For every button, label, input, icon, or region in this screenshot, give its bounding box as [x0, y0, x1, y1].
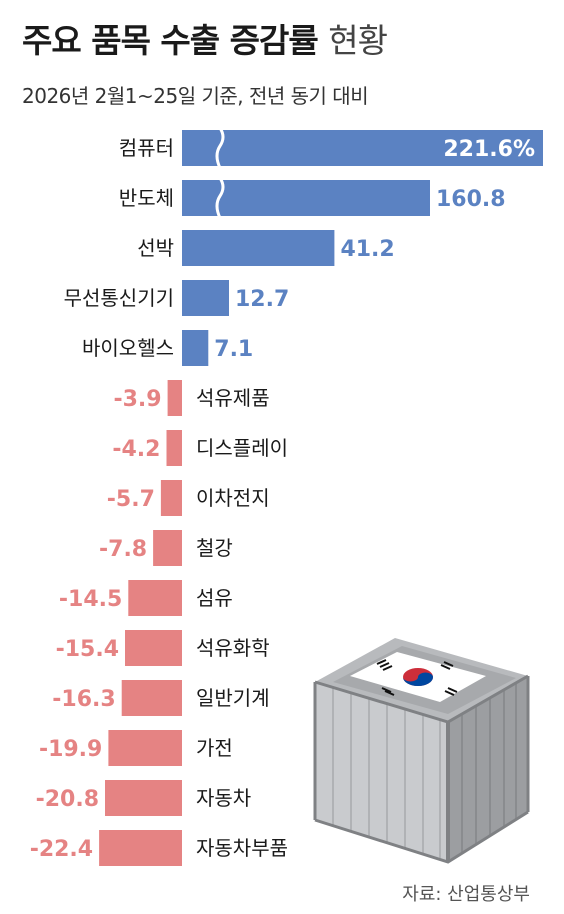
bar-일반기계 — [121, 680, 182, 716]
value-label: -15.4 — [56, 637, 119, 662]
value-label: -3.9 — [113, 387, 161, 412]
bars-group: 컴퓨터 221.6% 반도체 160.8 선박 41.2 무선통신기기 12.7 바이오헬스 7.… — [30, 127, 543, 866]
chart-title: 주요 품목 수출 증감률 현황 — [22, 20, 388, 62]
category-label: 섬유 — [196, 586, 233, 610]
category-label: 디스플레이 — [196, 436, 288, 460]
source-note: 자료: 산업통상부 — [402, 884, 530, 905]
category-label: 일반기계 — [196, 686, 270, 710]
value-label: -22.4 — [30, 837, 93, 862]
category-label: 바이오헬스 — [82, 336, 174, 360]
value-label: -4.2 — [112, 437, 160, 462]
category-label: 가전 — [196, 736, 233, 760]
title-suffix: 현황 — [328, 21, 388, 60]
value-label: -14.5 — [59, 587, 122, 612]
bar-컴퓨터 — [182, 130, 543, 166]
category-label: 석유화학 — [196, 636, 270, 660]
bar-섬유 — [128, 580, 182, 616]
category-label: 자동차부품 — [196, 836, 288, 860]
title-main: 주요 품목 수출 증감률 — [22, 21, 319, 60]
category-label: 무선통신기기 — [64, 286, 174, 310]
chart-subtitle: 2026년 2월1~25일 기준, 전년 동기 대비 — [22, 84, 369, 108]
category-label: 컴퓨터 — [119, 136, 174, 160]
value-label: 41.2 — [340, 237, 394, 262]
bar-철강 — [153, 530, 182, 566]
axis-break-mark — [215, 127, 225, 169]
value-label: -7.8 — [99, 537, 147, 562]
category-label: 선박 — [137, 236, 174, 260]
bar-바이오헬스 — [182, 330, 209, 366]
bar-석유제품 — [167, 380, 182, 416]
bar-자동차 — [105, 780, 182, 816]
bar-가전 — [108, 730, 182, 766]
bar-선박 — [182, 230, 335, 266]
category-label: 반도체 — [119, 186, 174, 210]
value-label: 160.8 — [436, 187, 506, 212]
category-label: 자동차 — [196, 786, 251, 810]
value-label: -16.3 — [52, 687, 115, 712]
value-label: 12.7 — [235, 287, 289, 312]
value-label: 221.6% — [443, 137, 535, 162]
bar-자동차부품 — [99, 830, 182, 866]
category-label: 이차전지 — [196, 486, 270, 510]
bar-석유화학 — [125, 630, 182, 666]
value-label: 7.1 — [214, 337, 253, 362]
category-label: 석유제품 — [196, 386, 270, 410]
bar-무선통신기기 — [182, 280, 229, 316]
value-label: -20.8 — [36, 787, 99, 812]
value-label: -5.7 — [107, 487, 155, 512]
bar-디스플레이 — [166, 430, 182, 466]
category-label: 철강 — [196, 536, 233, 560]
shipping-container-korean-flag-icon — [313, 638, 530, 864]
bar-이차전지 — [160, 480, 182, 516]
value-label: -19.9 — [39, 737, 102, 762]
axis-break-mark — [215, 177, 225, 219]
